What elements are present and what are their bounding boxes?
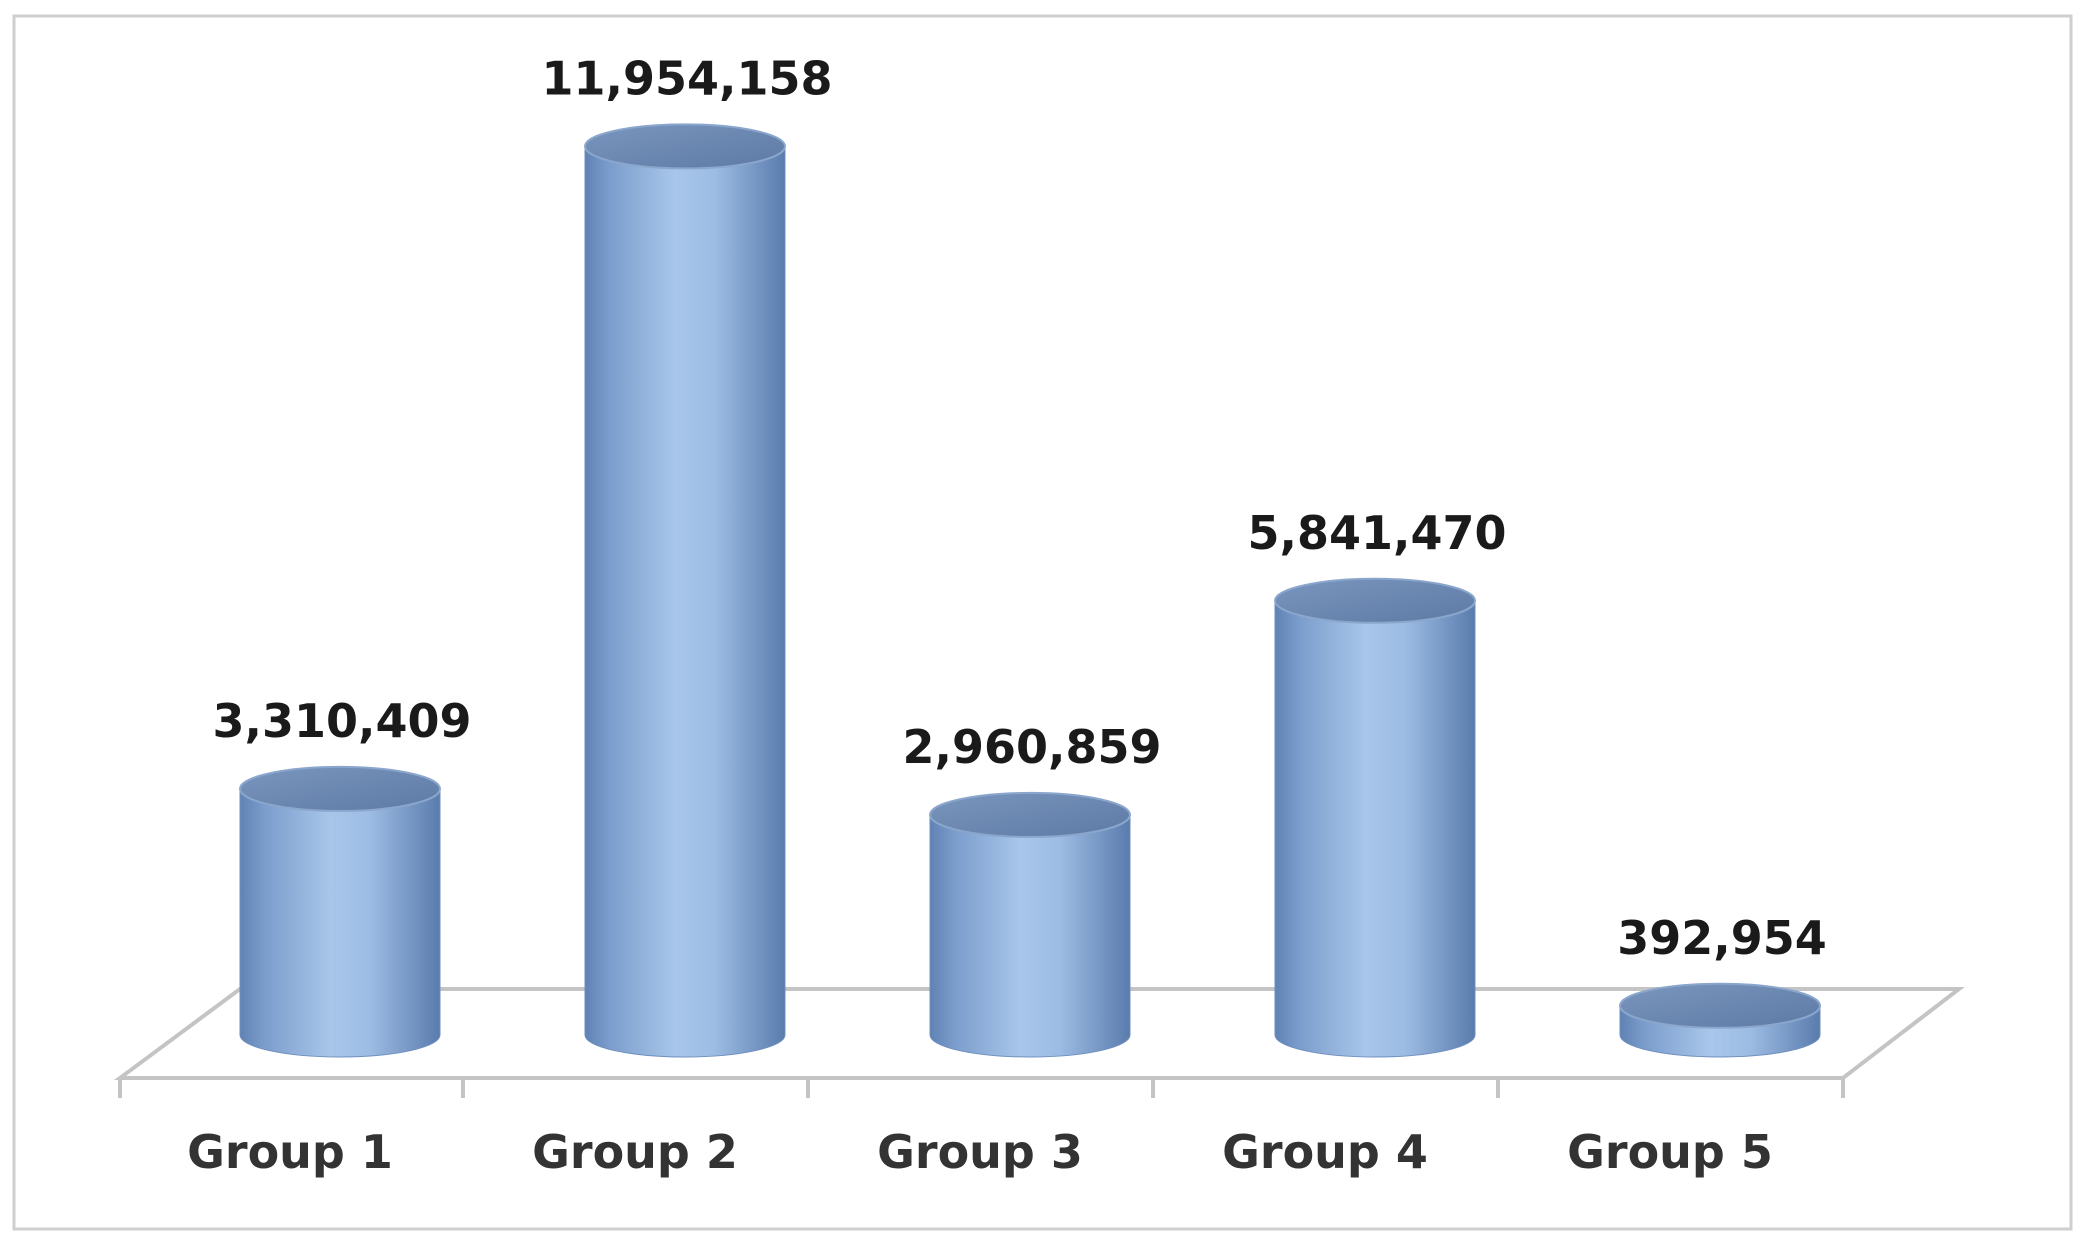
chart-border	[12, 14, 2073, 1231]
data-labels: 3,310,409 11,954,158 2,960,859 5,841,470 392…	[213, 51, 1827, 964]
bar-top	[1274, 577, 1476, 624]
x-axis-label: Group 5	[1567, 1125, 1773, 1179]
x-axis-labels: Group 1 Group 2 Group 3 Group 4 Group 5	[187, 1125, 1773, 1179]
bar	[929, 791, 1131, 1058]
bar-top	[584, 123, 786, 170]
bar-top	[239, 765, 441, 812]
bar	[584, 123, 786, 1058]
x-axis-label: Group 1	[187, 1125, 393, 1179]
bar-body	[1274, 600, 1476, 1058]
bar-top	[1619, 982, 1821, 1029]
x-axis-label: Group 3	[877, 1125, 1083, 1179]
data-label: 11,954,158	[541, 51, 832, 105]
data-label: 2,960,859	[903, 720, 1162, 774]
bar-series	[239, 123, 1821, 1058]
bar-body	[239, 788, 441, 1058]
x-axis-label: Group 2	[532, 1125, 738, 1179]
data-label: 5,841,470	[1248, 506, 1507, 560]
data-label: 392,954	[1617, 911, 1827, 965]
bar	[1274, 577, 1476, 1058]
data-label: 3,310,409	[213, 694, 472, 748]
bar	[239, 765, 441, 1058]
bar-body	[929, 814, 1131, 1058]
bar-top	[929, 791, 1131, 838]
bar	[1619, 982, 1821, 1058]
x-axis-label: Group 4	[1222, 1125, 1428, 1179]
bar-body	[584, 145, 786, 1058]
x-axis-ticks	[118, 1078, 1845, 1098]
